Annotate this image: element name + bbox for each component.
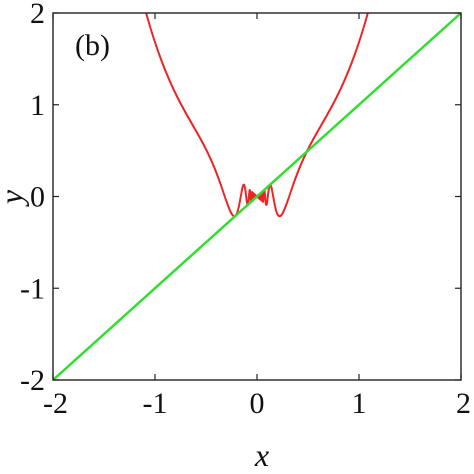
y-tick-label: -1 — [20, 272, 45, 305]
panel-label: (b) — [75, 29, 110, 62]
y-tick-label: 0 — [30, 181, 45, 214]
y-axis-title: y — [0, 189, 29, 207]
x-tick-label: 2 — [456, 387, 471, 420]
x-tick-label: 0 — [250, 387, 265, 420]
series-green-line — [53, 13, 461, 380]
x-tick-label: -2 — [43, 387, 68, 420]
x-tick-label: -1 — [143, 387, 168, 420]
x-tick-label: 1 — [352, 387, 367, 420]
x-axis-title: x — [254, 437, 269, 473]
y-tick-label: 2 — [30, 0, 45, 30]
y-tick-label: 1 — [30, 89, 45, 122]
y-tick-label: -2 — [20, 364, 45, 397]
